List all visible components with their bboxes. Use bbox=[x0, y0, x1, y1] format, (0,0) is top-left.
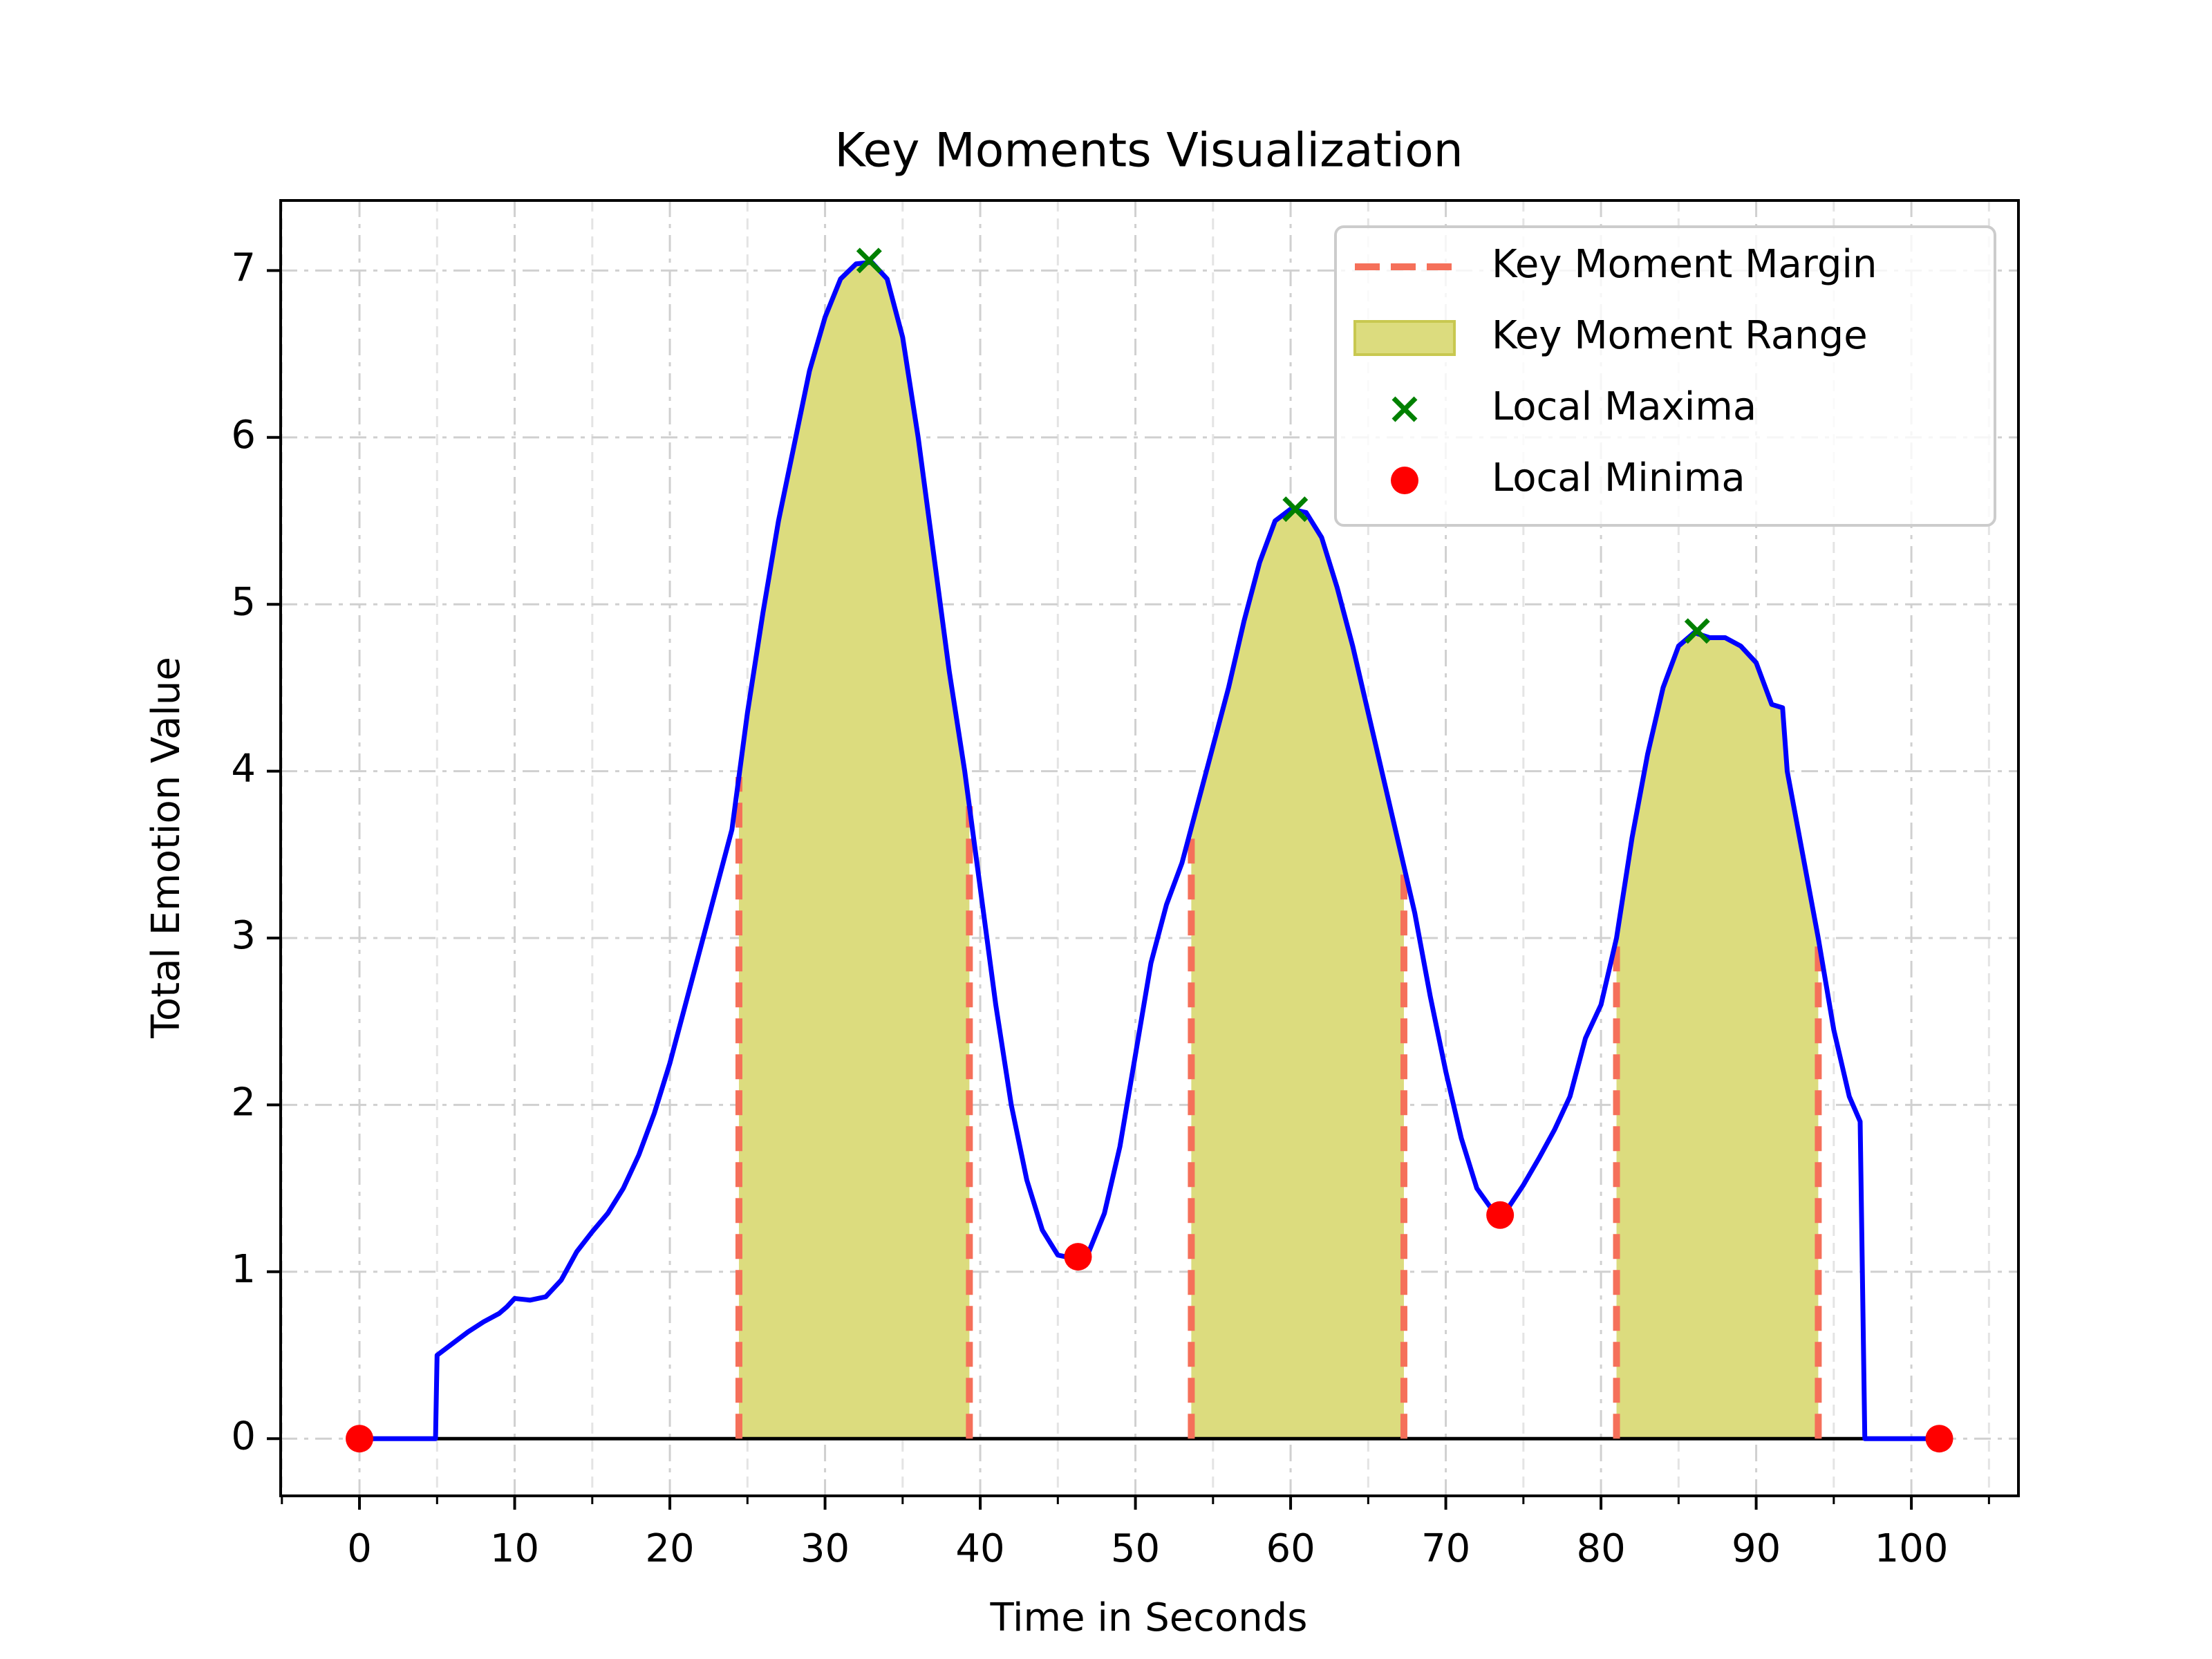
axes-frame bbox=[279, 199, 2020, 1497]
key-moment-range bbox=[1191, 509, 1404, 1439]
y-tick-label: 4 bbox=[231, 747, 256, 791]
y-tick-label: 3 bbox=[231, 913, 256, 958]
legend-label: Key Moment Range bbox=[1492, 313, 1868, 358]
local-maximum bbox=[1282, 496, 1309, 523]
local-minimum bbox=[1064, 1243, 1092, 1271]
legend-box bbox=[1334, 225, 1996, 527]
legend-label: Local Minima bbox=[1492, 456, 1745, 500]
x-tick-label: 30 bbox=[800, 1526, 850, 1571]
key-moment-range bbox=[1616, 632, 1819, 1439]
y-tick-label: 0 bbox=[231, 1414, 256, 1459]
key-moment-range bbox=[738, 262, 970, 1439]
legend-label: Local Maxima bbox=[1492, 384, 1756, 429]
x-tick-label: 50 bbox=[1111, 1526, 1160, 1571]
y-axis-label: Total Emotion Value bbox=[144, 657, 189, 1039]
local-minimum bbox=[346, 1425, 374, 1453]
y-tick-label: 6 bbox=[231, 413, 256, 458]
x-axis-label: Time in Seconds bbox=[990, 1595, 1308, 1640]
chart-title: Key Moments Visualization bbox=[834, 124, 1463, 178]
legend-label: Key Moment Margin bbox=[1492, 242, 1877, 287]
local-minimum bbox=[1925, 1425, 1953, 1453]
y-tick-label: 5 bbox=[231, 579, 256, 624]
local-maximum bbox=[1684, 618, 1710, 644]
legend-maxima-handle bbox=[1391, 396, 1418, 422]
local-maximum bbox=[856, 247, 882, 274]
y-tick-label: 2 bbox=[231, 1080, 256, 1125]
x-tick-label: 100 bbox=[1875, 1526, 1949, 1571]
y-tick-label: 1 bbox=[231, 1247, 256, 1292]
x-tick-label: 60 bbox=[1266, 1526, 1315, 1571]
x-tick-label: 0 bbox=[347, 1526, 372, 1571]
x-tick-label: 40 bbox=[955, 1526, 1004, 1571]
emotion-curve bbox=[359, 259, 1940, 1441]
x-tick-label: 70 bbox=[1421, 1526, 1470, 1571]
x-tick-label: 20 bbox=[645, 1526, 694, 1571]
legend-range-handle bbox=[1353, 320, 1456, 356]
legend-minima-handle bbox=[1391, 467, 1418, 494]
x-tick-label: 90 bbox=[1732, 1526, 1781, 1571]
x-tick-label: 80 bbox=[1576, 1526, 1625, 1571]
local-minimum bbox=[1486, 1201, 1515, 1229]
x-tick-label: 10 bbox=[490, 1526, 539, 1571]
y-tick-label: 7 bbox=[231, 246, 256, 291]
